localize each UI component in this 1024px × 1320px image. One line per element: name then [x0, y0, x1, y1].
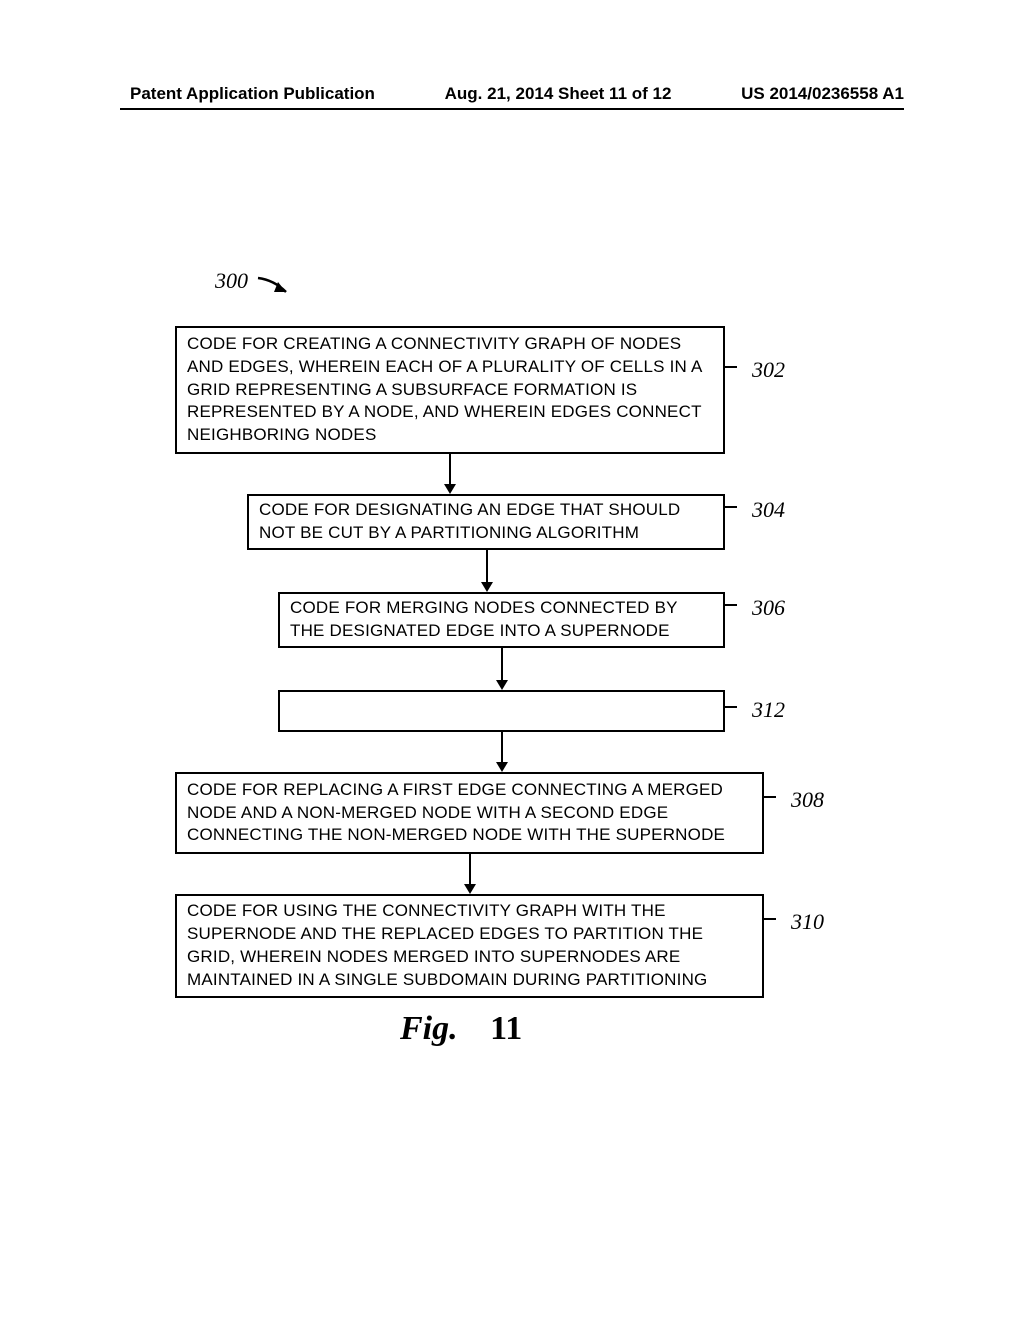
- flowchart-box-302: CODE FOR CREATING A CONNECTIVITY GRAPH O…: [175, 326, 725, 454]
- flowchart-box-310: CODE FOR USING THE CONNECTIVITY GRAPH WI…: [175, 894, 764, 998]
- flowchart-box-308: CODE FOR REPLACING A FIRST EDGE CONNECTI…: [175, 772, 764, 854]
- header-center: Aug. 21, 2014 Sheet 11 of 12: [445, 84, 672, 104]
- label-tick: [725, 604, 737, 606]
- box-text: CODE FOR REPLACING A FIRST EDGE CONNECTI…: [187, 779, 752, 848]
- box-label-308: 308: [791, 787, 824, 813]
- flowchart-box-312: [278, 690, 725, 732]
- figure-prefix: Fig.: [400, 1010, 458, 1047]
- diagram-ref-label: 300: [215, 268, 248, 294]
- flowchart-box-306: CODE FOR MERGING NODES CONNECTED BY THE …: [278, 592, 725, 648]
- ref-arrow-icon: [256, 272, 296, 300]
- page-header: Patent Application Publication Aug. 21, …: [0, 84, 1024, 104]
- label-tick: [725, 706, 737, 708]
- header-rule: [120, 108, 904, 110]
- arrowhead-down-icon: [464, 884, 476, 894]
- connector-line: [501, 732, 503, 762]
- arrowhead-down-icon: [496, 762, 508, 772]
- figure-caption: Fig. 11: [400, 1010, 522, 1048]
- box-text: CODE FOR CREATING A CONNECTIVITY GRAPH O…: [187, 333, 713, 448]
- arrowhead-down-icon: [444, 484, 456, 494]
- flowchart-box-304: CODE FOR DESIGNATING AN EDGE THAT SHOULD…: [247, 494, 725, 550]
- box-label-302: 302: [752, 357, 785, 383]
- box-label-312: 312: [752, 697, 785, 723]
- header-left: Patent Application Publication: [130, 84, 375, 104]
- header-right: US 2014/0236558 A1: [741, 84, 904, 104]
- box-text: CODE FOR DESIGNATING AN EDGE THAT SHOULD…: [259, 499, 713, 545]
- box-label-310: 310: [791, 909, 824, 935]
- label-tick: [764, 796, 776, 798]
- label-tick: [764, 918, 776, 920]
- connector-line: [501, 648, 503, 680]
- connector-line: [469, 854, 471, 884]
- arrowhead-down-icon: [481, 582, 493, 592]
- connector-line: [449, 454, 451, 484]
- box-label-304: 304: [752, 497, 785, 523]
- arrowhead-down-icon: [496, 680, 508, 690]
- box-text: CODE FOR USING THE CONNECTIVITY GRAPH WI…: [187, 900, 752, 992]
- box-text: CODE FOR MERGING NODES CONNECTED BY THE …: [290, 597, 713, 643]
- label-tick: [725, 506, 737, 508]
- box-label-306: 306: [752, 595, 785, 621]
- label-tick: [725, 366, 737, 368]
- figure-number: 11: [490, 1010, 522, 1047]
- connector-line: [486, 550, 488, 582]
